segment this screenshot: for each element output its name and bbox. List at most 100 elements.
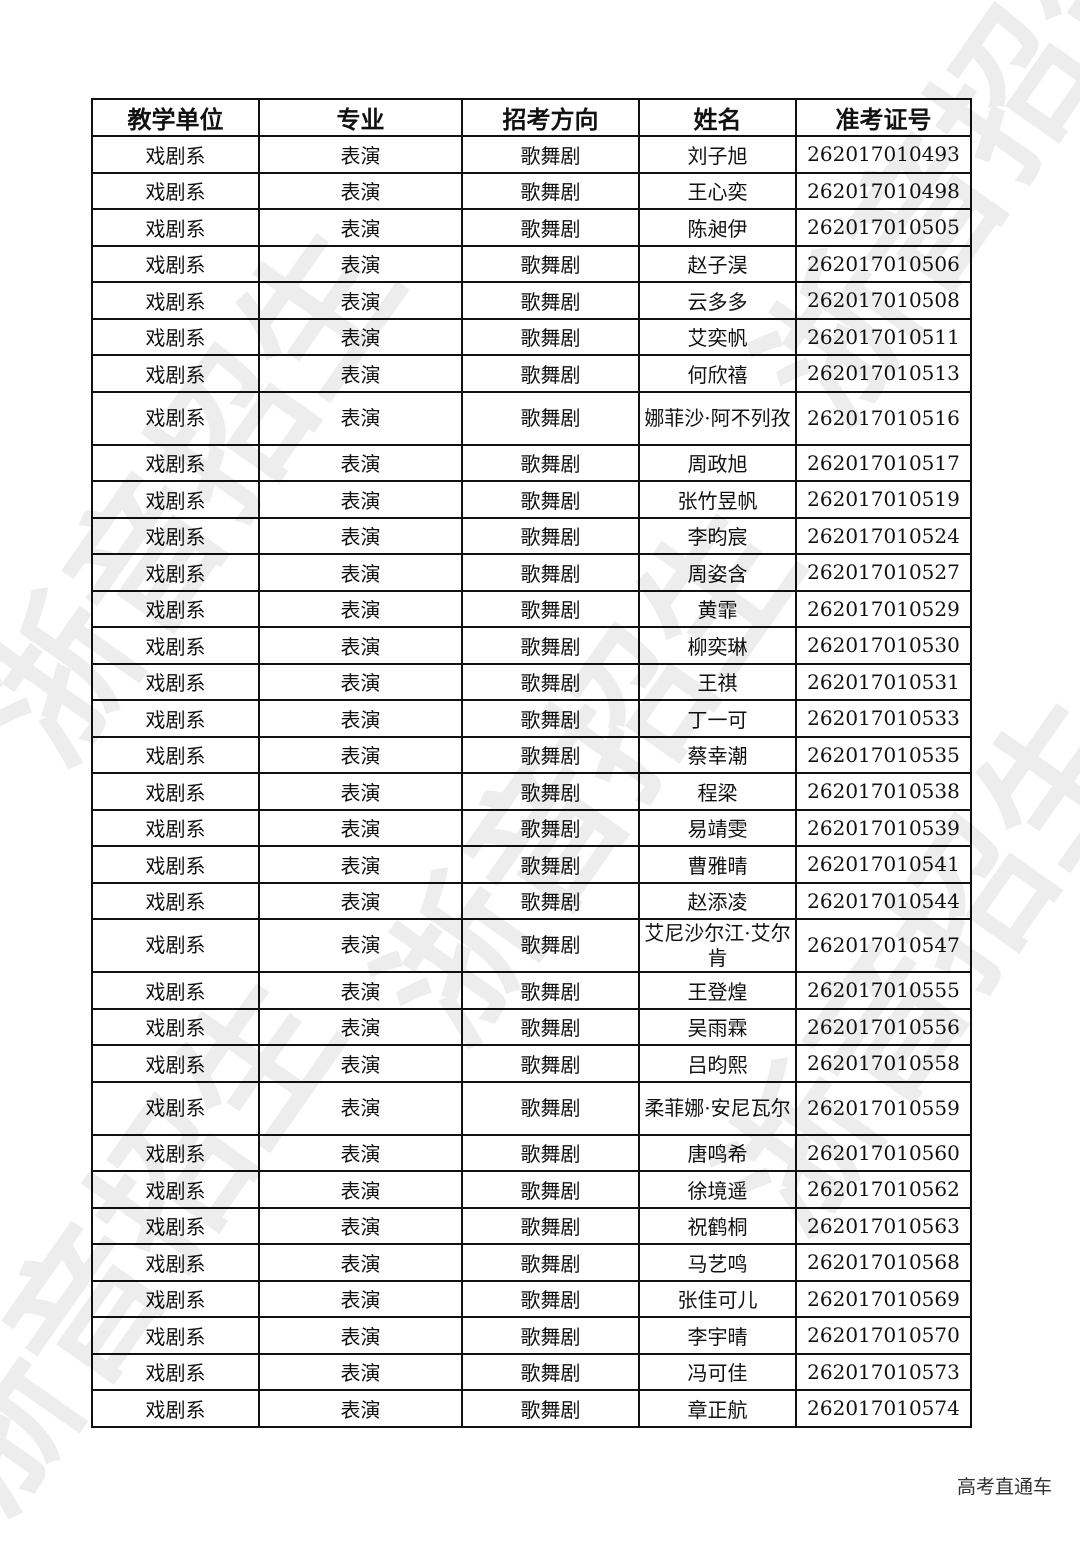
- table-row: 戏剧系 表演 歌舞剧 冯可佳 262017010573: [91, 1352, 972, 1391]
- cell-major: 表演: [258, 845, 463, 884]
- cell-exam-number: 262017010498: [795, 171, 972, 210]
- cell-direction: 歌舞剧: [461, 553, 640, 592]
- cell-department: 戏剧系: [91, 1044, 260, 1083]
- cell-name: 李宇晴: [638, 1316, 797, 1355]
- table-row: 戏剧系 表演 歌舞剧 王祺 262017010531: [91, 662, 972, 701]
- cell-name: 张竹昱帆: [638, 480, 797, 519]
- cell-name: 王登煌: [638, 971, 797, 1010]
- cell-name: 周姿含: [638, 553, 797, 592]
- cell-name: 曹雅晴: [638, 845, 797, 884]
- cell-department: 戏剧系: [91, 390, 260, 446]
- cell-name: 赵子淏: [638, 244, 797, 283]
- cell-major: 表演: [258, 244, 463, 283]
- cell-direction: 歌舞剧: [461, 735, 640, 774]
- cell-direction: 歌舞剧: [461, 626, 640, 665]
- cell-exam-number: 262017010535: [795, 735, 972, 774]
- cell-direction: 歌舞剧: [461, 354, 640, 393]
- cell-department: 戏剧系: [91, 208, 260, 247]
- cell-major: 表演: [258, 808, 463, 847]
- table-row: 戏剧系 表演 歌舞剧 刘子旭 262017010493: [91, 135, 972, 174]
- cell-exam-number: 262017010558: [795, 1044, 972, 1083]
- table-row: 戏剧系 表演 歌舞剧 何欣禧 262017010513: [91, 354, 972, 393]
- cell-name: 唐鸣希: [638, 1133, 797, 1172]
- cell-department: 戏剧系: [91, 699, 260, 738]
- table-row: 戏剧系 表演 歌舞剧 艾尼沙尔江·艾尔肯 262017010547: [91, 918, 972, 973]
- cell-name: 章正航: [638, 1389, 797, 1428]
- cell-name: 柔菲娜·安尼瓦尔: [638, 1080, 797, 1136]
- cell-department: 戏剧系: [91, 1279, 260, 1318]
- cell-major: 表演: [258, 1352, 463, 1391]
- cell-department: 戏剧系: [91, 1243, 260, 1282]
- cell-direction: 歌舞剧: [461, 171, 640, 210]
- cell-exam-number: 262017010560: [795, 1133, 972, 1172]
- cell-direction: 歌舞剧: [461, 845, 640, 884]
- cell-direction: 歌舞剧: [461, 1133, 640, 1172]
- cell-name: 赵添凌: [638, 881, 797, 920]
- cell-exam-number: 262017010513: [795, 354, 972, 393]
- cell-direction: 歌舞剧: [461, 390, 640, 446]
- cell-exam-number: 262017010544: [795, 881, 972, 920]
- cell-major: 表演: [258, 1044, 463, 1083]
- cell-department: 戏剧系: [91, 281, 260, 320]
- cell-department: 戏剧系: [91, 354, 260, 393]
- cell-department: 戏剧系: [91, 1389, 260, 1428]
- table-row: 戏剧系 表演 歌舞剧 赵子淏 262017010506: [91, 244, 972, 283]
- cell-exam-number: 262017010563: [795, 1206, 972, 1245]
- cell-direction: 歌舞剧: [461, 281, 640, 320]
- cell-name: 吴雨霖: [638, 1007, 797, 1046]
- table-row: 戏剧系 表演 歌舞剧 易靖雯 262017010539: [91, 808, 972, 847]
- header-exam-number: 准考证号: [795, 98, 972, 137]
- cell-direction: 歌舞剧: [461, 772, 640, 811]
- cell-name: 黄霏: [638, 589, 797, 628]
- cell-department: 戏剧系: [91, 135, 260, 174]
- cell-direction: 歌舞剧: [461, 808, 640, 847]
- footer-source: 高考直通车: [956, 1476, 1052, 1498]
- cell-name: 丁一可: [638, 699, 797, 738]
- cell-major: 表演: [258, 354, 463, 393]
- cell-exam-number: 262017010562: [795, 1170, 972, 1209]
- cell-name: 马艺鸣: [638, 1243, 797, 1282]
- cell-direction: 歌舞剧: [461, 699, 640, 738]
- cell-direction: 歌舞剧: [461, 1279, 640, 1318]
- cell-exam-number: 262017010511: [795, 317, 972, 356]
- cell-direction: 歌舞剧: [461, 208, 640, 247]
- table-row: 戏剧系 表演 歌舞剧 马艺鸣 262017010568: [91, 1243, 972, 1282]
- cell-exam-number: 262017010569: [795, 1279, 972, 1318]
- cell-direction: 歌舞剧: [461, 135, 640, 174]
- cell-exam-number: 262017010541: [795, 845, 972, 884]
- cell-major: 表演: [258, 1007, 463, 1046]
- cell-major: 表演: [258, 1133, 463, 1172]
- cell-department: 戏剧系: [91, 516, 260, 555]
- cell-direction: 歌舞剧: [461, 1316, 640, 1355]
- header-name: 姓名: [638, 98, 797, 137]
- table-row: 戏剧系 表演 歌舞剧 王心奕 262017010498: [91, 171, 972, 210]
- cell-name: 吕昀熙: [638, 1044, 797, 1083]
- table-row: 戏剧系 表演 歌舞剧 李昀宸 262017010524: [91, 516, 972, 555]
- cell-exam-number: 262017010574: [795, 1389, 972, 1428]
- cell-major: 表演: [258, 443, 463, 482]
- table-row: 戏剧系 表演 歌舞剧 陈昶伊 262017010505: [91, 208, 972, 247]
- cell-exam-number: 262017010568: [795, 1243, 972, 1282]
- cell-exam-number: 262017010493: [795, 135, 972, 174]
- cell-direction: 歌舞剧: [461, 662, 640, 701]
- cell-major: 表演: [258, 772, 463, 811]
- cell-exam-number: 262017010559: [795, 1080, 972, 1136]
- table-row: 戏剧系 表演 歌舞剧 柔菲娜·安尼瓦尔 262017010559: [91, 1080, 972, 1136]
- table-row: 戏剧系 表演 歌舞剧 周姿含 262017010527: [91, 553, 972, 592]
- cell-major: 表演: [258, 208, 463, 247]
- cell-exam-number: 262017010539: [795, 808, 972, 847]
- cell-direction: 歌舞剧: [461, 1243, 640, 1282]
- cell-major: 表演: [258, 281, 463, 320]
- cell-department: 戏剧系: [91, 1080, 260, 1136]
- cell-major: 表演: [258, 480, 463, 519]
- cell-major: 表演: [258, 1080, 463, 1136]
- cell-direction: 歌舞剧: [461, 516, 640, 555]
- cell-name: 王心奕: [638, 171, 797, 210]
- cell-department: 戏剧系: [91, 1170, 260, 1209]
- header-major: 专业: [258, 98, 463, 137]
- header-row: 教学单位 专业 招考方向 姓名 准考证号: [91, 98, 972, 137]
- cell-direction: 歌舞剧: [461, 1389, 640, 1428]
- cell-direction: 歌舞剧: [461, 1170, 640, 1209]
- cell-department: 戏剧系: [91, 443, 260, 482]
- cell-exam-number: 262017010555: [795, 971, 972, 1010]
